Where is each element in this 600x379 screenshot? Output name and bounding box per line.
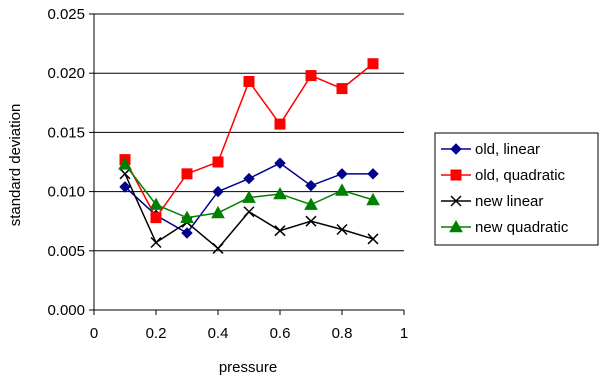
data-point	[367, 58, 379, 70]
y-axis-title: standard deviation	[7, 104, 24, 227]
legend-label: old, linear	[475, 141, 540, 158]
gridlines	[94, 13, 404, 252]
x-tick-label: 0.2	[146, 325, 167, 342]
data-point	[119, 181, 131, 193]
y-tick-label: 0.025	[47, 6, 85, 23]
legend-label: new quadratic	[475, 219, 569, 236]
legend-swatch-marker	[450, 143, 462, 155]
data-point	[274, 157, 286, 169]
legend-entry-new-quadratic: new quadratic	[441, 219, 569, 236]
data-point	[243, 75, 255, 87]
x-tick-label: 0	[90, 325, 98, 342]
legend-label: new linear	[475, 193, 543, 210]
series-new-linear	[119, 168, 379, 254]
data-point	[212, 242, 224, 254]
data-point	[150, 236, 162, 249]
data-point	[366, 192, 380, 206]
data-point	[367, 233, 379, 245]
legend-entry-old-linear: old, linear	[441, 141, 540, 158]
data-point	[211, 205, 225, 219]
data-point	[305, 70, 317, 82]
y-tick-label: 0.010	[47, 184, 85, 201]
data-point	[181, 227, 193, 239]
x-tick-label: 0.6	[270, 325, 291, 342]
data-point	[305, 179, 317, 192]
axes	[89, 13, 405, 315]
x-axis-title: pressure	[219, 359, 277, 376]
data-point	[243, 172, 255, 185]
data-point	[212, 156, 224, 168]
data-point	[273, 186, 287, 200]
legend: old, linear old, quadratic new linear new q…	[434, 132, 599, 246]
data-point	[118, 157, 132, 170]
data-point	[305, 215, 317, 227]
legend-swatch-marker	[450, 169, 462, 181]
x-tick-label: 1	[400, 325, 408, 342]
data-point	[181, 168, 193, 180]
y-tick-label: 0.015	[47, 124, 85, 141]
x-tick-label: 0.4	[208, 325, 229, 342]
data-point	[274, 225, 286, 237]
y-tick-label: 0.000	[47, 302, 85, 319]
data-point	[335, 183, 349, 196]
data-point	[367, 168, 379, 180]
data-point	[336, 168, 348, 180]
data-point	[242, 190, 256, 203]
legend-swatch-marker	[450, 195, 462, 207]
y-tick-label: 0.020	[47, 65, 85, 82]
series-new-quadratic	[118, 157, 380, 223]
data-point	[180, 210, 194, 223]
data-point	[336, 83, 348, 95]
y-tick-label: 0.005	[47, 243, 85, 260]
data-point	[119, 168, 131, 180]
x-tick-labels: 0 0.2 0.4 0.6 0.8 1	[90, 325, 408, 342]
x-tick-label: 0.8	[332, 325, 353, 342]
data-point	[150, 212, 162, 224]
data-point	[336, 223, 348, 236]
y-tick-labels: 0.000 0.005 0.010 0.015 0.020 0.025	[47, 6, 85, 319]
data-point	[274, 118, 286, 130]
data-point	[212, 185, 224, 198]
legend-entry-new-linear: new linear	[441, 193, 543, 210]
legend-entry-old-quadratic: old, quadratic	[441, 167, 566, 184]
legend-label: old, quadratic	[475, 167, 566, 184]
data-point	[149, 197, 163, 210]
legend-swatch-marker	[449, 219, 463, 233]
series-layer	[118, 58, 380, 254]
data-point	[243, 206, 255, 218]
data-point	[304, 197, 318, 210]
